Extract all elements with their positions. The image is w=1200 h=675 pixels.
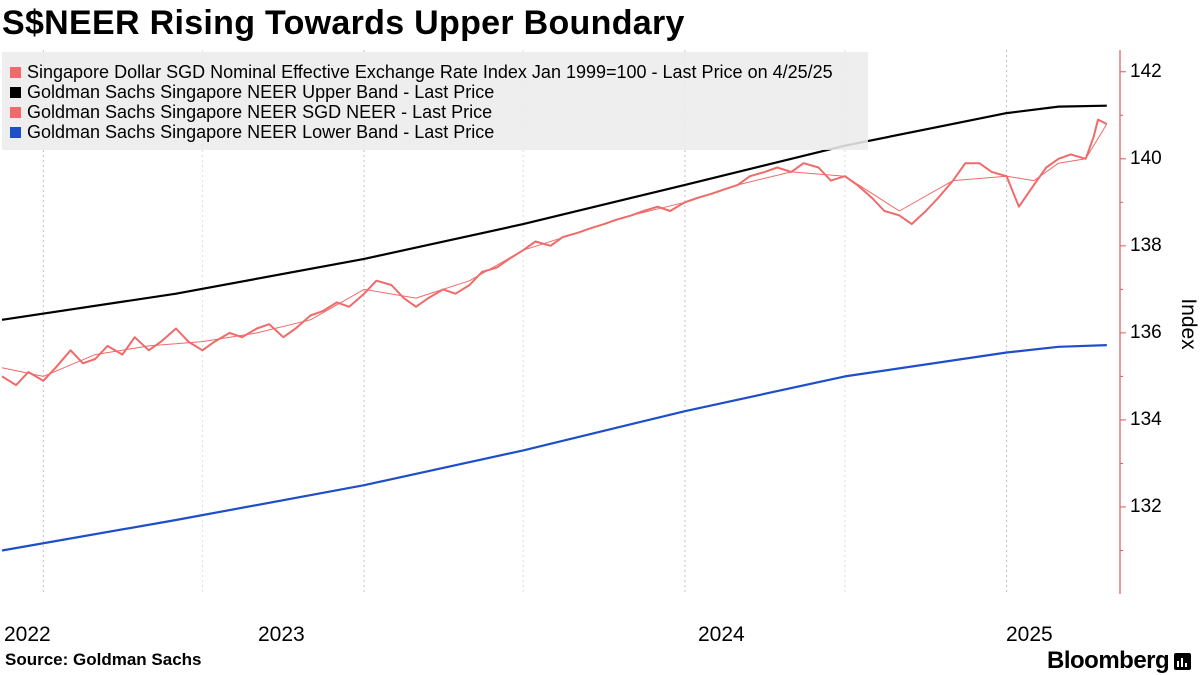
series-line-neer-index	[1, 118, 1108, 387]
series-line-sgd-neer	[1, 123, 1108, 377]
y-tick-label: 132	[1130, 495, 1162, 517]
y-tick-label: 142	[1130, 60, 1162, 82]
y-axis-label: Index	[1177, 298, 1200, 350]
y-tick-label: 138	[1130, 234, 1162, 256]
x-tick-label: 2024	[698, 623, 745, 646]
x-tick-label: 2023	[258, 623, 305, 646]
bloomberg-terminal-icon	[1174, 652, 1192, 670]
series-line-lower-band	[1, 344, 1107, 552]
legend-item-sgd-neer: Goldman Sachs Singapore NEER SGD NEER - …	[10, 102, 492, 122]
legend-label: Goldman Sachs Singapore NEER SGD NEER - …	[27, 101, 493, 122]
legend-item-upper-band: Goldman Sachs Singapore NEER Upper Band …	[10, 82, 494, 102]
legend-swatch-neer-index	[10, 66, 21, 78]
legend-item-lower-band: Goldman Sachs Singapore NEER Lower Band …	[10, 122, 494, 142]
y-axis	[1119, 50, 1126, 594]
y-tick-label: 136	[1130, 321, 1162, 343]
brand-name: Bloomberg	[1047, 647, 1170, 674]
y-tick-label: 134	[1130, 408, 1162, 430]
legend-swatch-sgd-neer	[10, 106, 21, 118]
x-tick-label: 2025	[1006, 623, 1053, 646]
legend-label: Goldman Sachs Singapore NEER Lower Band …	[27, 121, 495, 142]
legend: Singapore Dollar SGD Nominal Effective E…	[2, 52, 868, 150]
x-tick-label: 2022	[4, 623, 51, 646]
legend-swatch-upper-band	[10, 86, 21, 98]
brand-logo: Bloomberg	[1047, 647, 1192, 675]
series-lines	[1, 104, 1108, 552]
legend-swatch-lower-band	[10, 126, 21, 138]
legend-label: Singapore Dollar SGD Nominal Effective E…	[27, 61, 833, 82]
series-line-upper-band	[1, 104, 1107, 321]
chart-title: S$NEER Rising Towards Upper Boundary	[2, 4, 685, 42]
legend-item-neer-index: Singapore Dollar SGD Nominal Effective E…	[10, 62, 833, 82]
legend-label: Goldman Sachs Singapore NEER Upper Band …	[27, 81, 495, 102]
y-tick-label: 140	[1130, 147, 1162, 169]
source-note: Source: Goldman Sachs	[5, 650, 202, 669]
